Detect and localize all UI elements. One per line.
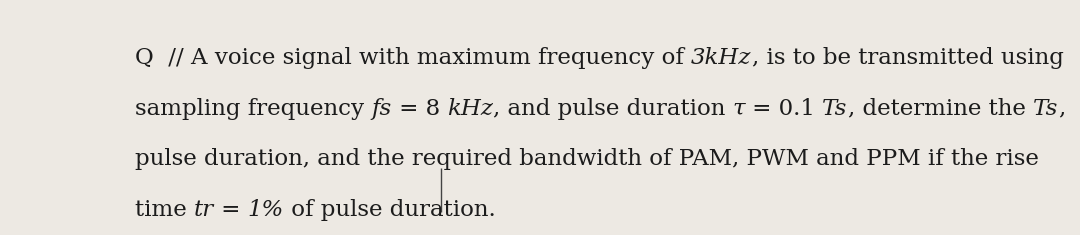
Text: , is to be transmitted using: , is to be transmitted using: [752, 47, 1064, 69]
Text: tr: tr: [194, 199, 214, 221]
Text: =: =: [214, 199, 247, 221]
Text: , and pulse duration: , and pulse duration: [492, 98, 732, 120]
Text: kHz: kHz: [447, 98, 492, 120]
Text: 3kHz: 3kHz: [691, 47, 752, 69]
Text: τ: τ: [732, 98, 745, 120]
Text: , determine the: , determine the: [848, 98, 1032, 120]
Text: Ts: Ts: [822, 98, 848, 120]
Text: ,: ,: [1058, 98, 1065, 120]
Text: sampling frequency: sampling frequency: [135, 98, 372, 120]
Text: time: time: [135, 199, 194, 221]
Text: fs: fs: [372, 98, 392, 120]
Text: = 8: = 8: [392, 98, 447, 120]
Text: of pulse duration.: of pulse duration.: [284, 199, 496, 221]
Text: 1%: 1%: [247, 199, 284, 221]
Text: pulse duration, and the required bandwidth of PAM, PWM and PPM if the rise: pulse duration, and the required bandwid…: [135, 148, 1039, 170]
Text: Ts: Ts: [1032, 98, 1058, 120]
Text: Q  // A voice signal with maximum frequency of: Q // A voice signal with maximum frequen…: [135, 47, 691, 69]
Text: = 0.1: = 0.1: [745, 98, 822, 120]
